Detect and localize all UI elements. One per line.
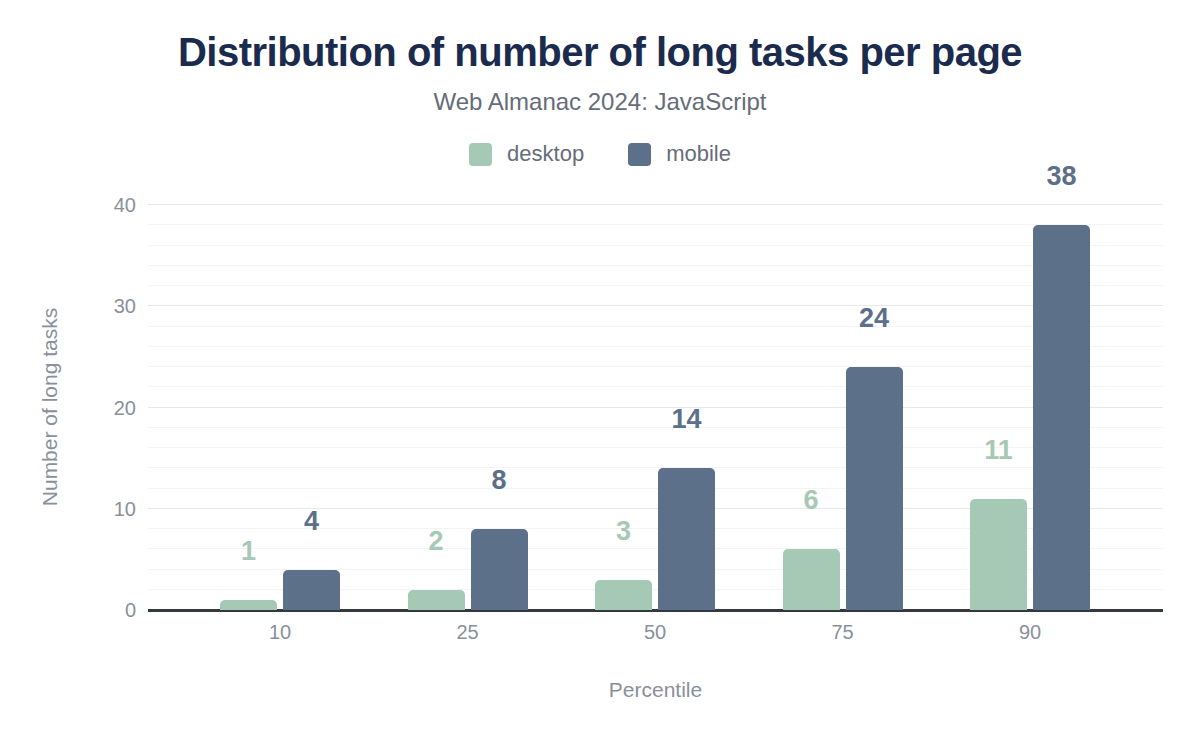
- y-tick-0: 0: [84, 598, 136, 622]
- data-label-mobile-p25: 8: [491, 465, 506, 495]
- bar-desktop-p75[interactable]: [783, 549, 840, 610]
- data-label-desktop-p25: 2: [428, 526, 443, 556]
- bar-mobile-p75[interactable]: [846, 367, 903, 610]
- data-label-desktop-p10: 1: [241, 536, 256, 566]
- bar-desktop-p25[interactable]: [408, 590, 465, 610]
- bar-mobile-p25[interactable]: [471, 529, 528, 610]
- x-tick-90: 90: [1019, 620, 1041, 644]
- minor-gridline-38: [148, 224, 1163, 225]
- data-label-mobile-p50: 14: [671, 404, 701, 434]
- bar-desktop-p10[interactable]: [220, 600, 277, 610]
- minor-gridline-24: [148, 366, 1163, 367]
- plot-area: 010203040141028253145062475113890: [148, 205, 1163, 610]
- x-tick-25: 25: [456, 620, 478, 644]
- bar-mobile-p10[interactable]: [283, 570, 340, 611]
- bar-desktop-p50[interactable]: [595, 580, 652, 610]
- legend-item-mobile[interactable]: mobile: [628, 141, 731, 167]
- y-tick-30: 30: [84, 294, 136, 318]
- data-label-mobile-p90: 38: [1046, 161, 1076, 191]
- data-label-desktop-p75: 6: [803, 485, 818, 515]
- y-tick-40: 40: [84, 193, 136, 217]
- major-gridline-40: [148, 204, 1163, 205]
- minor-gridline-26: [148, 346, 1163, 347]
- bar-mobile-p50[interactable]: [658, 468, 715, 610]
- y-axis-title: Number of long tasks: [38, 308, 62, 506]
- minor-gridline-28: [148, 326, 1163, 327]
- major-gridline-30: [148, 305, 1163, 306]
- legend-item-desktop[interactable]: desktop: [469, 141, 584, 167]
- x-tick-75: 75: [831, 620, 853, 644]
- minor-gridline-22: [148, 386, 1163, 387]
- mobile-series-swatch: [628, 143, 651, 166]
- data-label-mobile-p10: 4: [304, 506, 319, 536]
- chart-figure: Distribution of number of long tasks per…: [0, 0, 1200, 742]
- minor-gridline-12: [148, 488, 1163, 489]
- x-axis-title: Percentile: [148, 678, 1163, 702]
- desktop-series-swatch: [469, 143, 492, 166]
- y-tick-10: 10: [84, 497, 136, 521]
- chart-title: Distribution of number of long tasks per…: [0, 30, 1200, 75]
- minor-gridline-32: [148, 285, 1163, 286]
- legend: desktop mobile: [0, 141, 1200, 167]
- legend-label-mobile: mobile: [666, 141, 731, 167]
- minor-gridline-14: [148, 467, 1163, 468]
- chart-subtitle: Web Almanac 2024: JavaScript: [0, 88, 1200, 116]
- major-gridline-20: [148, 407, 1163, 408]
- data-label-desktop-p50: 3: [616, 516, 631, 546]
- y-tick-20: 20: [84, 396, 136, 420]
- bar-mobile-p90[interactable]: [1033, 225, 1090, 610]
- x-tick-10: 10: [269, 620, 291, 644]
- minor-gridline-36: [148, 245, 1163, 246]
- x-tick-50: 50: [644, 620, 666, 644]
- data-label-desktop-p90: 11: [984, 435, 1013, 465]
- minor-gridline-34: [148, 265, 1163, 266]
- bar-desktop-p90[interactable]: [970, 499, 1027, 610]
- data-label-mobile-p75: 24: [859, 303, 889, 333]
- minor-gridline-18: [148, 427, 1163, 428]
- legend-label-desktop: desktop: [507, 141, 584, 167]
